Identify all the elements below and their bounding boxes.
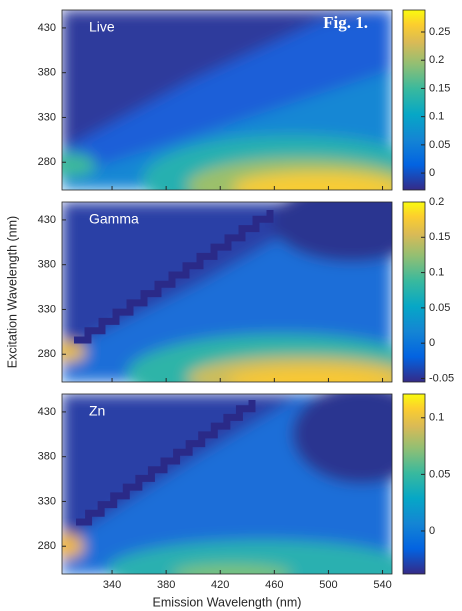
heatmap-field bbox=[62, 10, 392, 190]
colorbar-tick-label: 0.1 bbox=[429, 111, 444, 123]
y-tick-label: 280 bbox=[38, 540, 56, 552]
plot-area bbox=[62, 10, 392, 190]
colorbar-tick-label: 0.25 bbox=[429, 26, 450, 38]
panel-title: Zn bbox=[89, 403, 105, 419]
colorbar-tick-label: 0.2 bbox=[429, 196, 444, 208]
colorbar-tick-label: 0.15 bbox=[429, 231, 450, 243]
axes-frame bbox=[61, 201, 393, 383]
heatmap-region bbox=[292, 394, 392, 484]
colorbar-tick-label: 0.05 bbox=[429, 302, 450, 314]
colorbar-tick-label: 0.1 bbox=[429, 266, 444, 278]
x-axis-label: Emission Wavelength (nm) bbox=[153, 595, 302, 609]
x-tick-label: 500 bbox=[319, 579, 337, 591]
y-tick-label: 430 bbox=[38, 22, 56, 34]
y-tick-label: 330 bbox=[38, 111, 56, 123]
x-tick-label: 340 bbox=[103, 579, 121, 591]
colorbar-tick-label: 0 bbox=[429, 167, 435, 179]
colorbar-tick-label: 0.05 bbox=[429, 139, 450, 151]
colorbar bbox=[402, 201, 426, 383]
y-tick-label: 280 bbox=[38, 348, 56, 360]
plot-area bbox=[62, 394, 392, 574]
colorbar bbox=[402, 393, 426, 575]
axes-frame bbox=[61, 393, 393, 575]
colorbar-tick-label: 0.1 bbox=[429, 412, 444, 424]
y-axis-label: Excitation Wavelength (nm) bbox=[5, 216, 19, 368]
heatmap-field bbox=[62, 202, 392, 382]
heatmap-region bbox=[62, 534, 84, 558]
heatmap-region bbox=[62, 342, 86, 362]
plot-area bbox=[62, 202, 392, 382]
colorbar-tick-label: 0 bbox=[429, 525, 435, 537]
colorbar-tick-label: -0.05 bbox=[429, 372, 454, 384]
y-tick-label: 330 bbox=[38, 303, 56, 315]
colorbar-tick-label: 0.15 bbox=[429, 82, 450, 94]
scatter-band bbox=[74, 210, 274, 344]
figure-label: Fig. 1. bbox=[323, 13, 368, 32]
heatmap-region bbox=[232, 172, 392, 190]
scatter-band bbox=[76, 400, 256, 526]
y-tick-label: 430 bbox=[38, 214, 56, 226]
colorbar bbox=[402, 9, 426, 191]
heatmap-region bbox=[107, 540, 392, 574]
panel-title: Gamma bbox=[89, 211, 139, 227]
heatmap-region bbox=[172, 564, 292, 574]
y-tick-label: 380 bbox=[38, 259, 56, 271]
heatmap-region bbox=[272, 202, 392, 262]
y-tick-label: 380 bbox=[38, 67, 56, 79]
colorbar-tick-label: 0.2 bbox=[429, 54, 444, 66]
x-tick-label: 460 bbox=[265, 579, 283, 591]
x-tick-label: 540 bbox=[373, 579, 391, 591]
axes-frame bbox=[61, 9, 393, 191]
x-tick-label: 380 bbox=[157, 579, 175, 591]
y-tick-label: 380 bbox=[38, 451, 56, 463]
panel-title: Live bbox=[89, 19, 115, 35]
heatmap-region bbox=[62, 153, 96, 177]
colorbar-tick-label: 0.05 bbox=[429, 468, 450, 480]
colorbar-tick-label: 0 bbox=[429, 337, 435, 349]
y-tick-label: 430 bbox=[38, 406, 56, 418]
x-tick-label: 420 bbox=[211, 579, 229, 591]
y-tick-label: 330 bbox=[38, 495, 56, 507]
y-tick-label: 280 bbox=[38, 156, 56, 168]
heatmap-region bbox=[227, 368, 392, 382]
